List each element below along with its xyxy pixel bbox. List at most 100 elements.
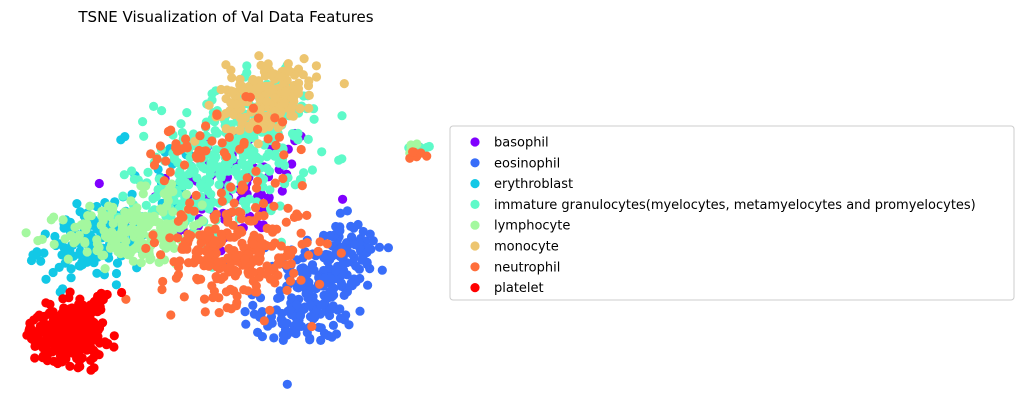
data-point	[241, 319, 251, 329]
series-platelet	[22, 287, 127, 375]
data-point	[196, 238, 206, 248]
data-point	[128, 256, 138, 266]
data-point	[339, 290, 349, 300]
data-point	[41, 298, 51, 308]
data-point	[262, 96, 272, 107]
data-point	[305, 300, 315, 310]
data-point	[138, 117, 148, 127]
data-point	[140, 211, 150, 221]
data-point	[157, 284, 167, 295]
data-point	[108, 236, 118, 246]
data-point	[203, 186, 213, 196]
data-point	[58, 294, 68, 304]
data-point	[205, 169, 216, 179]
data-point	[201, 121, 211, 131]
data-point	[242, 61, 252, 71]
data-point	[208, 292, 218, 303]
data-point	[317, 147, 327, 157]
data-point	[119, 170, 129, 180]
data-point	[104, 201, 114, 211]
data-point	[221, 60, 231, 70]
data-point	[303, 134, 313, 144]
data-point	[293, 88, 304, 98]
data-point	[325, 230, 335, 241]
data-point	[92, 334, 102, 344]
data-point	[277, 186, 287, 196]
data-point	[316, 335, 326, 345]
data-point	[70, 236, 80, 247]
data-point	[314, 322, 324, 332]
data-point	[93, 291, 103, 301]
data-point	[239, 285, 249, 295]
data-point	[32, 333, 42, 343]
data-point	[209, 159, 219, 169]
data-point	[108, 218, 118, 229]
data-point	[197, 230, 207, 240]
data-point	[249, 146, 259, 156]
data-point	[304, 277, 314, 287]
data-point	[82, 247, 92, 257]
data-point	[168, 207, 178, 217]
data-point	[323, 330, 333, 341]
data-point	[328, 320, 338, 330]
data-point	[231, 167, 241, 177]
data-point	[296, 228, 306, 238]
chart-title: TSNE Visualization of Val Data Features	[77, 8, 373, 26]
data-point	[211, 145, 221, 155]
data-point	[30, 341, 40, 351]
data-point	[270, 238, 280, 248]
data-point	[217, 196, 227, 206]
data-point	[383, 243, 393, 253]
data-point	[204, 261, 214, 271]
data-point	[346, 278, 356, 288]
legend: basophil eosinophil erythroblast immature g…	[449, 125, 1015, 301]
data-point	[293, 283, 303, 293]
data-point	[282, 285, 292, 295]
data-point	[273, 293, 283, 303]
data-point	[335, 222, 345, 232]
data-point	[75, 246, 85, 256]
data-point	[161, 219, 171, 229]
data-point	[126, 207, 136, 217]
data-point	[117, 287, 127, 298]
data-point	[63, 254, 73, 264]
data-point	[248, 103, 258, 113]
legend-label: erythroblast	[494, 177, 573, 192]
data-point	[307, 321, 317, 332]
data-point	[181, 189, 192, 199]
data-point	[192, 273, 202, 283]
data-point	[279, 150, 289, 160]
data-point	[46, 215, 56, 225]
data-point	[278, 173, 288, 184]
legend-marker	[470, 199, 480, 209]
data-point	[148, 230, 158, 240]
data-point	[89, 345, 99, 355]
data-point	[57, 357, 67, 367]
data-point	[277, 308, 287, 319]
data-point	[216, 229, 226, 239]
data-point	[249, 239, 259, 249]
data-point	[254, 154, 265, 164]
data-point	[335, 208, 345, 218]
data-point	[302, 238, 312, 248]
legend-label: eosinophil	[494, 156, 560, 171]
data-point	[139, 131, 149, 141]
data-point	[88, 353, 98, 363]
data-point	[214, 308, 224, 318]
data-point	[199, 294, 210, 304]
data-point	[30, 353, 40, 363]
data-point	[217, 138, 227, 148]
data-point	[283, 65, 294, 75]
data-point	[171, 273, 181, 283]
data-point	[211, 209, 221, 219]
data-point	[66, 264, 76, 274]
data-point	[121, 213, 131, 223]
data-point	[113, 247, 123, 257]
data-point	[92, 268, 102, 278]
data-point	[191, 190, 201, 200]
data-point	[246, 216, 256, 226]
data-point	[204, 100, 214, 110]
data-point	[71, 335, 81, 345]
data-point	[72, 199, 82, 209]
